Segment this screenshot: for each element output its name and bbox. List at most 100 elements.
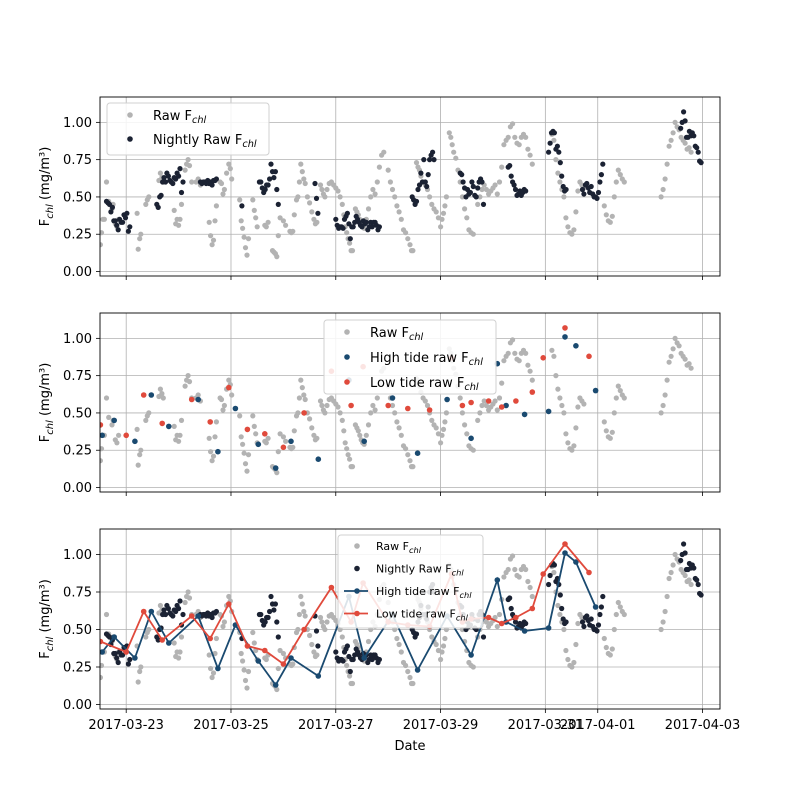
nightly-point — [112, 218, 118, 224]
high-point — [414, 450, 421, 457]
raw-point — [238, 650, 244, 657]
raw-point — [103, 611, 110, 618]
raw-point — [509, 337, 516, 343]
raw-point — [575, 404, 581, 410]
raw-point — [240, 225, 246, 231]
y-tick-label: 0.50 — [63, 623, 92, 638]
high-point — [148, 392, 155, 398]
raw-point — [676, 343, 682, 349]
nightly-point — [546, 149, 552, 155]
raw-point — [561, 626, 567, 633]
raw-point — [668, 353, 674, 359]
raw-point — [221, 402, 227, 409]
high-point — [361, 655, 368, 661]
raw-point — [301, 176, 307, 182]
raw-point — [206, 435, 212, 441]
nightly-point — [344, 210, 350, 216]
raw-point — [299, 385, 305, 391]
raw-point — [557, 395, 563, 401]
raw-point — [344, 230, 350, 236]
raw-point — [561, 410, 567, 416]
raw-point — [470, 447, 476, 453]
raw-point — [263, 656, 269, 663]
nightly-point — [120, 652, 126, 658]
high-point — [573, 559, 579, 565]
high-point — [100, 432, 105, 439]
nightly-point — [162, 179, 169, 185]
raw-point — [442, 635, 448, 642]
nightly-point — [427, 157, 433, 163]
raw-point — [309, 425, 315, 431]
raw-point — [446, 130, 452, 136]
y-axis-label-sub: chl — [45, 420, 56, 435]
legend-label-sub: chl — [456, 613, 469, 623]
raw-point — [449, 142, 455, 148]
raw-point — [100, 446, 105, 452]
nightly-point — [177, 598, 183, 604]
nightly-point — [275, 201, 281, 207]
raw-point — [670, 562, 676, 568]
nightly-point — [413, 631, 420, 637]
nightly-point — [588, 183, 594, 190]
raw-point — [575, 188, 581, 194]
raw-point — [666, 143, 672, 149]
raw-point — [347, 673, 353, 679]
nightly-point — [551, 562, 558, 568]
nightly-point — [271, 607, 277, 613]
raw-point — [453, 155, 459, 161]
raw-point — [176, 655, 182, 661]
raw-point — [496, 611, 503, 618]
raw-point — [405, 236, 411, 242]
nightly-point — [120, 219, 126, 225]
raw-point — [549, 347, 555, 353]
raw-point — [571, 659, 577, 666]
raw-point — [263, 440, 269, 446]
raw-point — [146, 410, 152, 416]
nightly-point — [511, 182, 517, 188]
low-point — [159, 637, 165, 643]
raw-point — [477, 194, 483, 200]
raw-point — [464, 431, 470, 437]
nightly-point — [600, 593, 606, 600]
raw-point — [349, 248, 356, 254]
raw-point — [298, 377, 304, 383]
nightly-point — [584, 180, 590, 187]
nightly-point — [691, 565, 697, 571]
raw-point — [662, 392, 668, 398]
raw-point — [392, 194, 398, 200]
raw-point — [613, 179, 619, 185]
x-tick-label: 2017-03-23 — [88, 718, 164, 733]
legend-label-sub: chl — [409, 332, 424, 343]
raw-point — [563, 431, 569, 437]
high-point — [272, 465, 279, 471]
raw-point — [177, 649, 183, 655]
raw-point — [250, 197, 256, 203]
nightly-point — [559, 605, 565, 612]
raw-point — [571, 227, 577, 233]
raw-point — [569, 664, 575, 670]
nightly-point — [512, 619, 519, 625]
nightly-point — [274, 186, 280, 193]
nightly-point — [557, 160, 563, 166]
nightly-point — [161, 175, 167, 181]
y-tick-label: 0.25 — [63, 661, 92, 676]
nightly-point — [115, 659, 121, 666]
nightly-point — [112, 650, 118, 657]
nightly-point — [546, 581, 552, 588]
raw-point — [254, 224, 260, 230]
raw-point — [335, 404, 341, 410]
nightly-point — [681, 109, 687, 115]
y-tick-label: 0.00 — [63, 481, 92, 496]
raw-point — [440, 210, 447, 216]
raw-point — [603, 212, 609, 218]
raw-point — [609, 213, 615, 219]
raw-point — [512, 566, 518, 573]
legend-label-sub: chl — [459, 590, 472, 600]
raw-point — [601, 203, 607, 209]
raw-point — [274, 254, 280, 260]
raw-point — [301, 392, 307, 398]
raw-point — [114, 440, 120, 446]
raw-point — [438, 440, 444, 446]
